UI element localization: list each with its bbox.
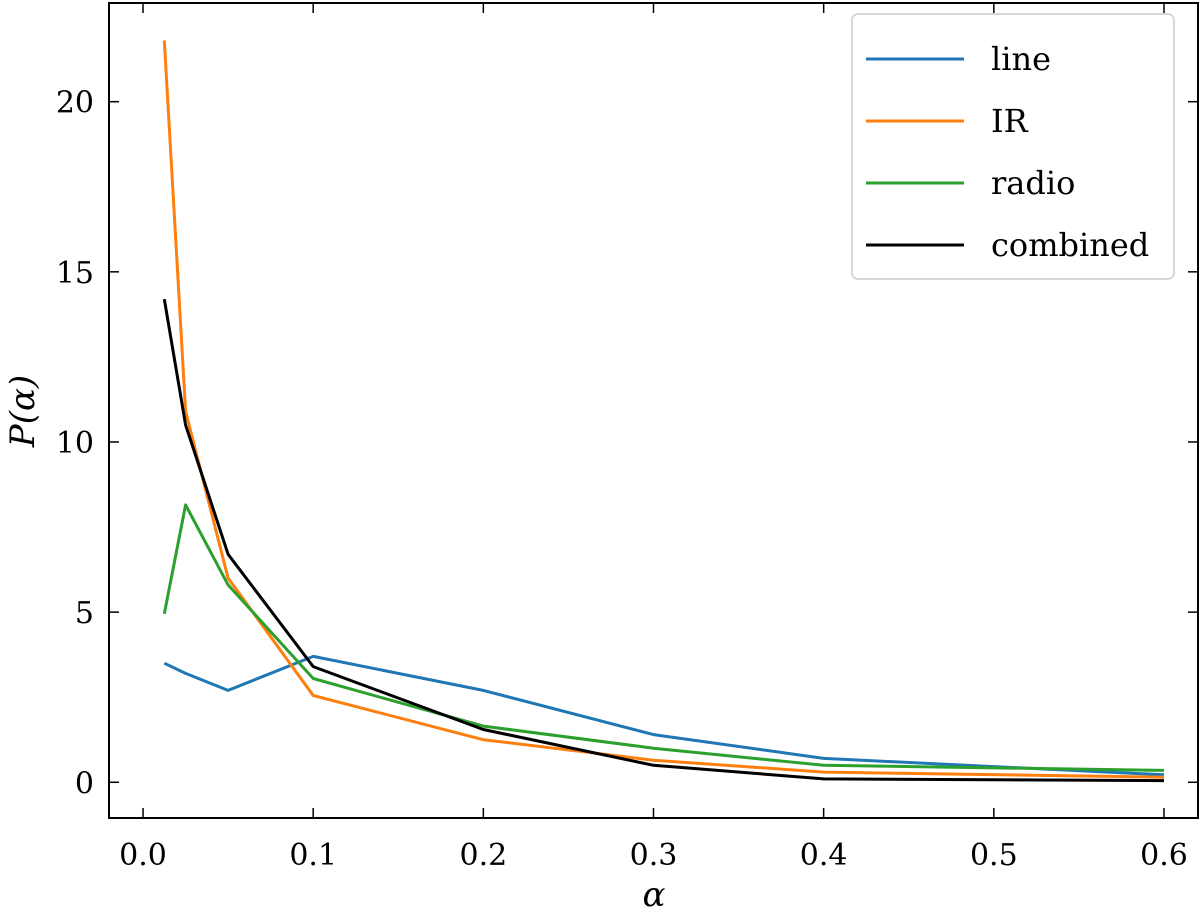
y-tick-label: 0 <box>75 766 94 801</box>
plot-area <box>162 40 1165 783</box>
series-line-radio <box>162 503 1165 772</box>
y-tick-label: 5 <box>75 596 94 631</box>
legend-label-radio: radio <box>991 164 1075 202</box>
axis-ticks: 0.0 0.1 0.2 0.3 0.4 0.5 0.6 0 5 10 15 20 <box>56 3 1198 873</box>
x-axis-label: α <box>643 875 666 912</box>
y-tick-label: 10 <box>56 426 94 461</box>
series-line-combined <box>162 298 1165 783</box>
x-tick-label: 0.6 <box>1140 838 1188 873</box>
legend-label-combined: combined <box>991 226 1149 264</box>
legend-frame <box>851 13 1175 280</box>
y-tick-label: 15 <box>56 256 94 291</box>
x-tick-label: 0.4 <box>800 838 848 873</box>
legend-label-IR: IR <box>991 102 1029 140</box>
legend: line IR radio combined <box>851 13 1175 280</box>
y-tick-label: 20 <box>56 86 94 121</box>
series-line-IR <box>162 40 1165 779</box>
series-line-line <box>163 654 1165 777</box>
x-tick-label: 0.0 <box>119 838 167 873</box>
x-tick-label: 0.1 <box>289 838 337 873</box>
x-tick-label: 0.3 <box>630 838 678 873</box>
legend-label-line: line <box>991 40 1051 78</box>
x-tick-label: 0.5 <box>970 838 1018 873</box>
x-tick-label: 0.2 <box>459 838 507 873</box>
y-axis-label: P(α) <box>3 375 43 448</box>
